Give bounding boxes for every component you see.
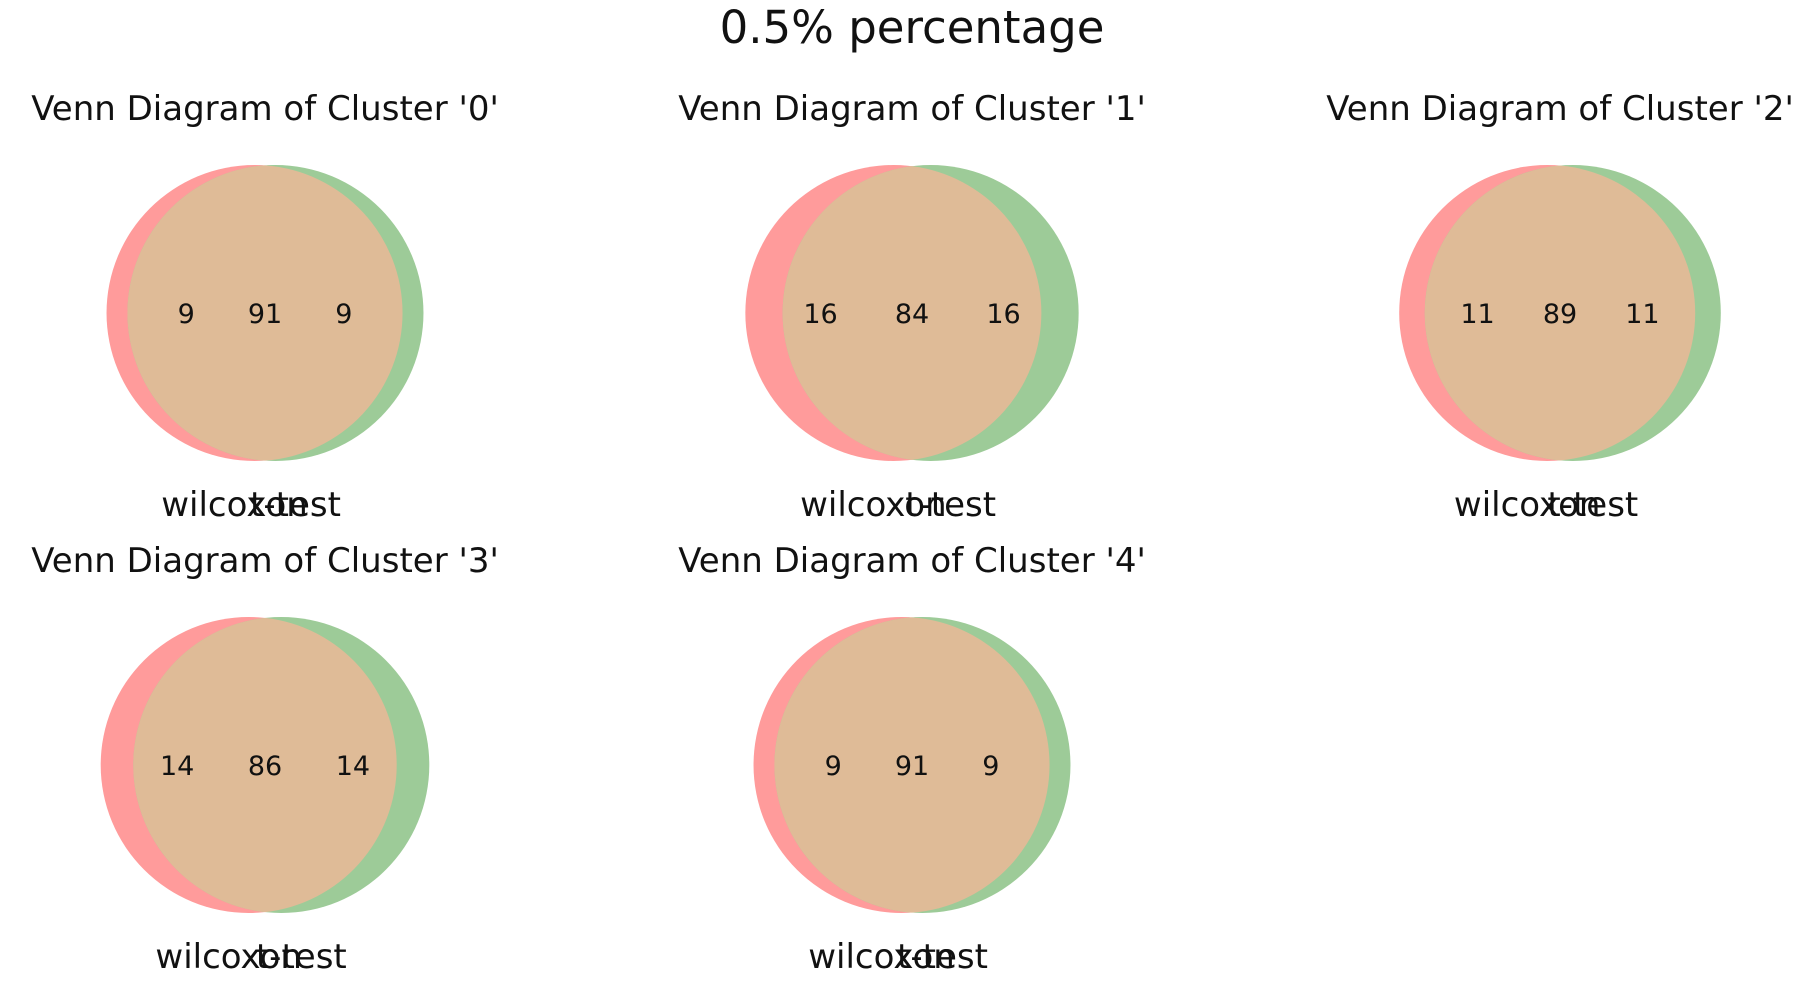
- only-a-count: 9: [178, 299, 195, 330]
- overlap-region: [774, 617, 1050, 913]
- venn-panel: Venn Diagram of Cluster '0' 9 91 9 wilcoxont…: [31, 89, 499, 525]
- only-b-count: 9: [335, 299, 352, 330]
- overlap-count: 84: [895, 299, 929, 330]
- set-b-label: t-test: [1547, 485, 1638, 525]
- panel-title: Venn Diagram of Cluster '2': [1326, 89, 1794, 129]
- overlap-region: [127, 165, 403, 461]
- set-a-label: wilcoxon: [161, 485, 308, 525]
- figure-title: 0.5% percentage: [720, 1, 1105, 54]
- only-a-count: 11: [1460, 299, 1494, 330]
- only-a-count: 9: [825, 751, 842, 782]
- overlap-count: 86: [248, 751, 282, 782]
- set-a-label: wilcoxon: [1454, 485, 1601, 525]
- panel-title: Venn Diagram of Cluster '4': [678, 541, 1146, 581]
- set-b-label: t-test: [905, 485, 996, 525]
- venn-panel: Venn Diagram of Cluster '2' 11 89 11 wilcoxo…: [1326, 89, 1794, 525]
- panel-title: Venn Diagram of Cluster '0': [31, 89, 499, 129]
- venn-panels: Venn Diagram of Cluster '0'9 91 9wilcoxont…: [31, 89, 1794, 977]
- set-b-label: t-test: [250, 485, 341, 525]
- set-b-label: t-test: [256, 937, 347, 977]
- overlap-count: 91: [248, 299, 282, 330]
- overlap-count: 91: [895, 751, 929, 782]
- venn-panel: Venn Diagram of Cluster '3' 14 86 14 wilcoxo…: [31, 541, 499, 977]
- only-b-count: 11: [1625, 299, 1659, 330]
- panel-title: Venn Diagram of Cluster '3': [31, 541, 499, 581]
- overlap-count: 89: [1543, 299, 1577, 330]
- overlap-region: [782, 166, 1042, 460]
- set-a-label: wilcoxon: [800, 485, 947, 525]
- overlap-region: [1424, 165, 1696, 461]
- venn-panel: Venn Diagram of Cluster '4' 9 91 9 wilcoxont…: [678, 541, 1146, 977]
- set-a-label: wilcoxon: [155, 937, 302, 977]
- only-a-count: 14: [160, 751, 194, 782]
- only-b-count: 9: [982, 751, 999, 782]
- only-b-count: 14: [336, 751, 370, 782]
- venn-panel: Venn Diagram of Cluster '1' 16 84 16 wilcoxo…: [678, 89, 1146, 525]
- only-a-count: 16: [803, 299, 837, 330]
- panel-title: Venn Diagram of Cluster '1': [678, 89, 1146, 129]
- only-b-count: 16: [986, 299, 1020, 330]
- set-a-label: wilcoxon: [808, 937, 955, 977]
- set-b-label: t-test: [897, 937, 988, 977]
- overlap-region: [133, 617, 397, 913]
